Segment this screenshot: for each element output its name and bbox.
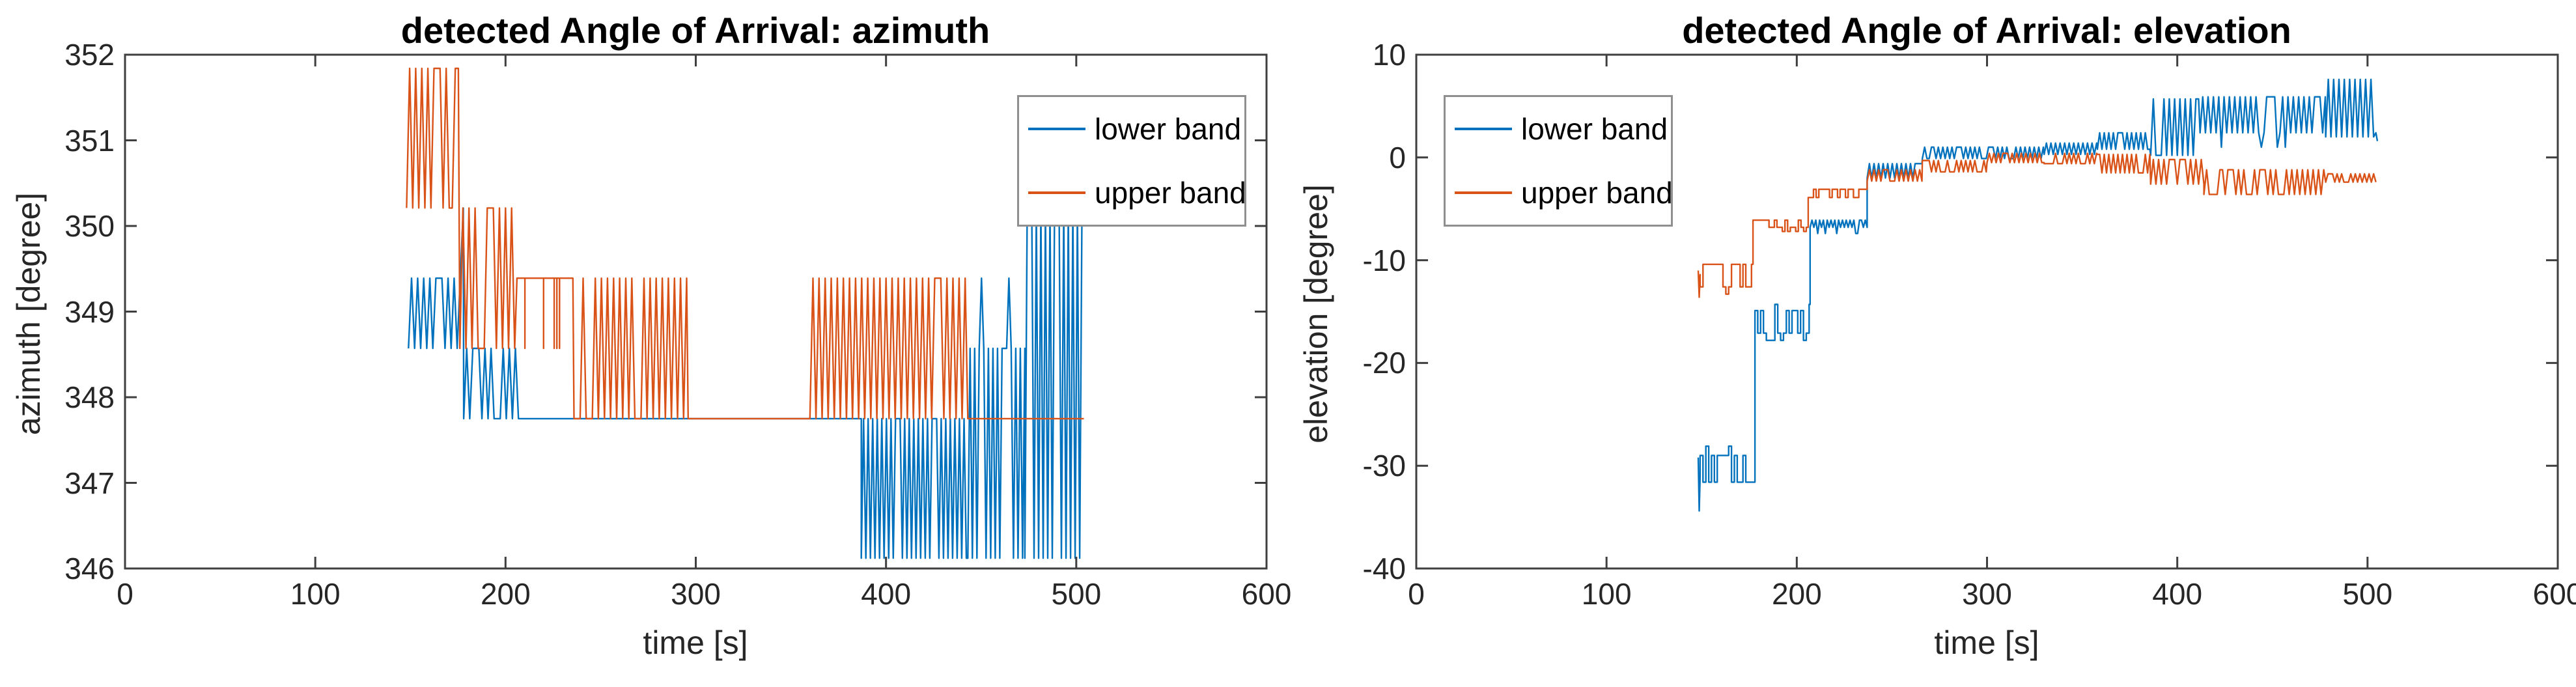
legend-label-lower-band: lower band <box>1095 112 1242 146</box>
x-tick-label: 300 <box>1962 577 2012 611</box>
upper-band-line-sample <box>1455 191 1512 194</box>
series-line-lower-band <box>408 207 1083 559</box>
x-tick-label: 100 <box>290 577 341 611</box>
legend-entry-lower-band: lower band <box>1446 97 1671 161</box>
y-tick-label: 351 <box>64 123 115 158</box>
y-tick-label: -10 <box>1362 243 1406 277</box>
series-line-lower-band <box>1697 78 2379 512</box>
legend-entry-lower-band: lower band <box>1019 97 1244 161</box>
y-tick-label: 0 <box>1389 140 1406 175</box>
y-tick-label: 346 <box>64 552 115 585</box>
x-tick-label: 400 <box>861 577 912 611</box>
x-tick-label: 0 <box>117 577 133 611</box>
legend-label-lower-band: lower band <box>1521 112 1668 146</box>
x-tick-label: 100 <box>1581 577 1632 611</box>
x-tick-label: 0 <box>1408 577 1425 611</box>
x-tick-label: 300 <box>671 577 721 611</box>
legend-elevation: lower band upper band <box>1444 95 1673 227</box>
azimuth-chart-title: detected Angle of Arrival: azimuth <box>400 10 990 51</box>
x-tick-label: 200 <box>1771 577 1822 611</box>
y-tick-label: 10 <box>1372 38 1406 72</box>
legend-label-upper-band: upper band <box>1521 176 1673 210</box>
x-tick-label: 500 <box>1051 577 1102 611</box>
series-line-upper-band <box>1697 152 2377 298</box>
y-tick-label: -20 <box>1362 346 1406 380</box>
x-tick-label: 400 <box>2152 577 2203 611</box>
y-tick-label: 348 <box>64 380 115 414</box>
x-tick-label: 600 <box>1241 577 1292 611</box>
y-tick-label: 352 <box>64 38 115 72</box>
x-tick-label: 200 <box>480 577 531 611</box>
y-tick-label: 350 <box>64 209 115 243</box>
legend-label-upper-band: upper band <box>1095 176 1246 210</box>
upper-band-line-sample <box>1028 191 1085 194</box>
legend-azimuth: lower band upper band <box>1017 95 1246 227</box>
azimuth-xlabel: time [s] <box>643 624 748 661</box>
y-tick-label: 349 <box>64 294 115 329</box>
elevation-xlabel: time [s] <box>1934 624 2039 661</box>
lower-band-line-sample <box>1455 128 1512 130</box>
series-line-upper-band <box>406 67 1084 420</box>
x-tick-label: 600 <box>2532 577 2576 611</box>
elevation-chart-title: detected Angle of Arrival: elevation <box>1682 10 2291 51</box>
y-tick-label: -40 <box>1362 552 1406 585</box>
legend-entry-upper-band: upper band <box>1446 161 1673 225</box>
y-tick-label: 347 <box>64 466 115 500</box>
legend-entry-upper-band: upper band <box>1019 161 1246 225</box>
lower-band-line-sample <box>1028 128 1085 130</box>
x-tick-label: 500 <box>2342 577 2393 611</box>
y-tick-label: -30 <box>1362 449 1406 483</box>
